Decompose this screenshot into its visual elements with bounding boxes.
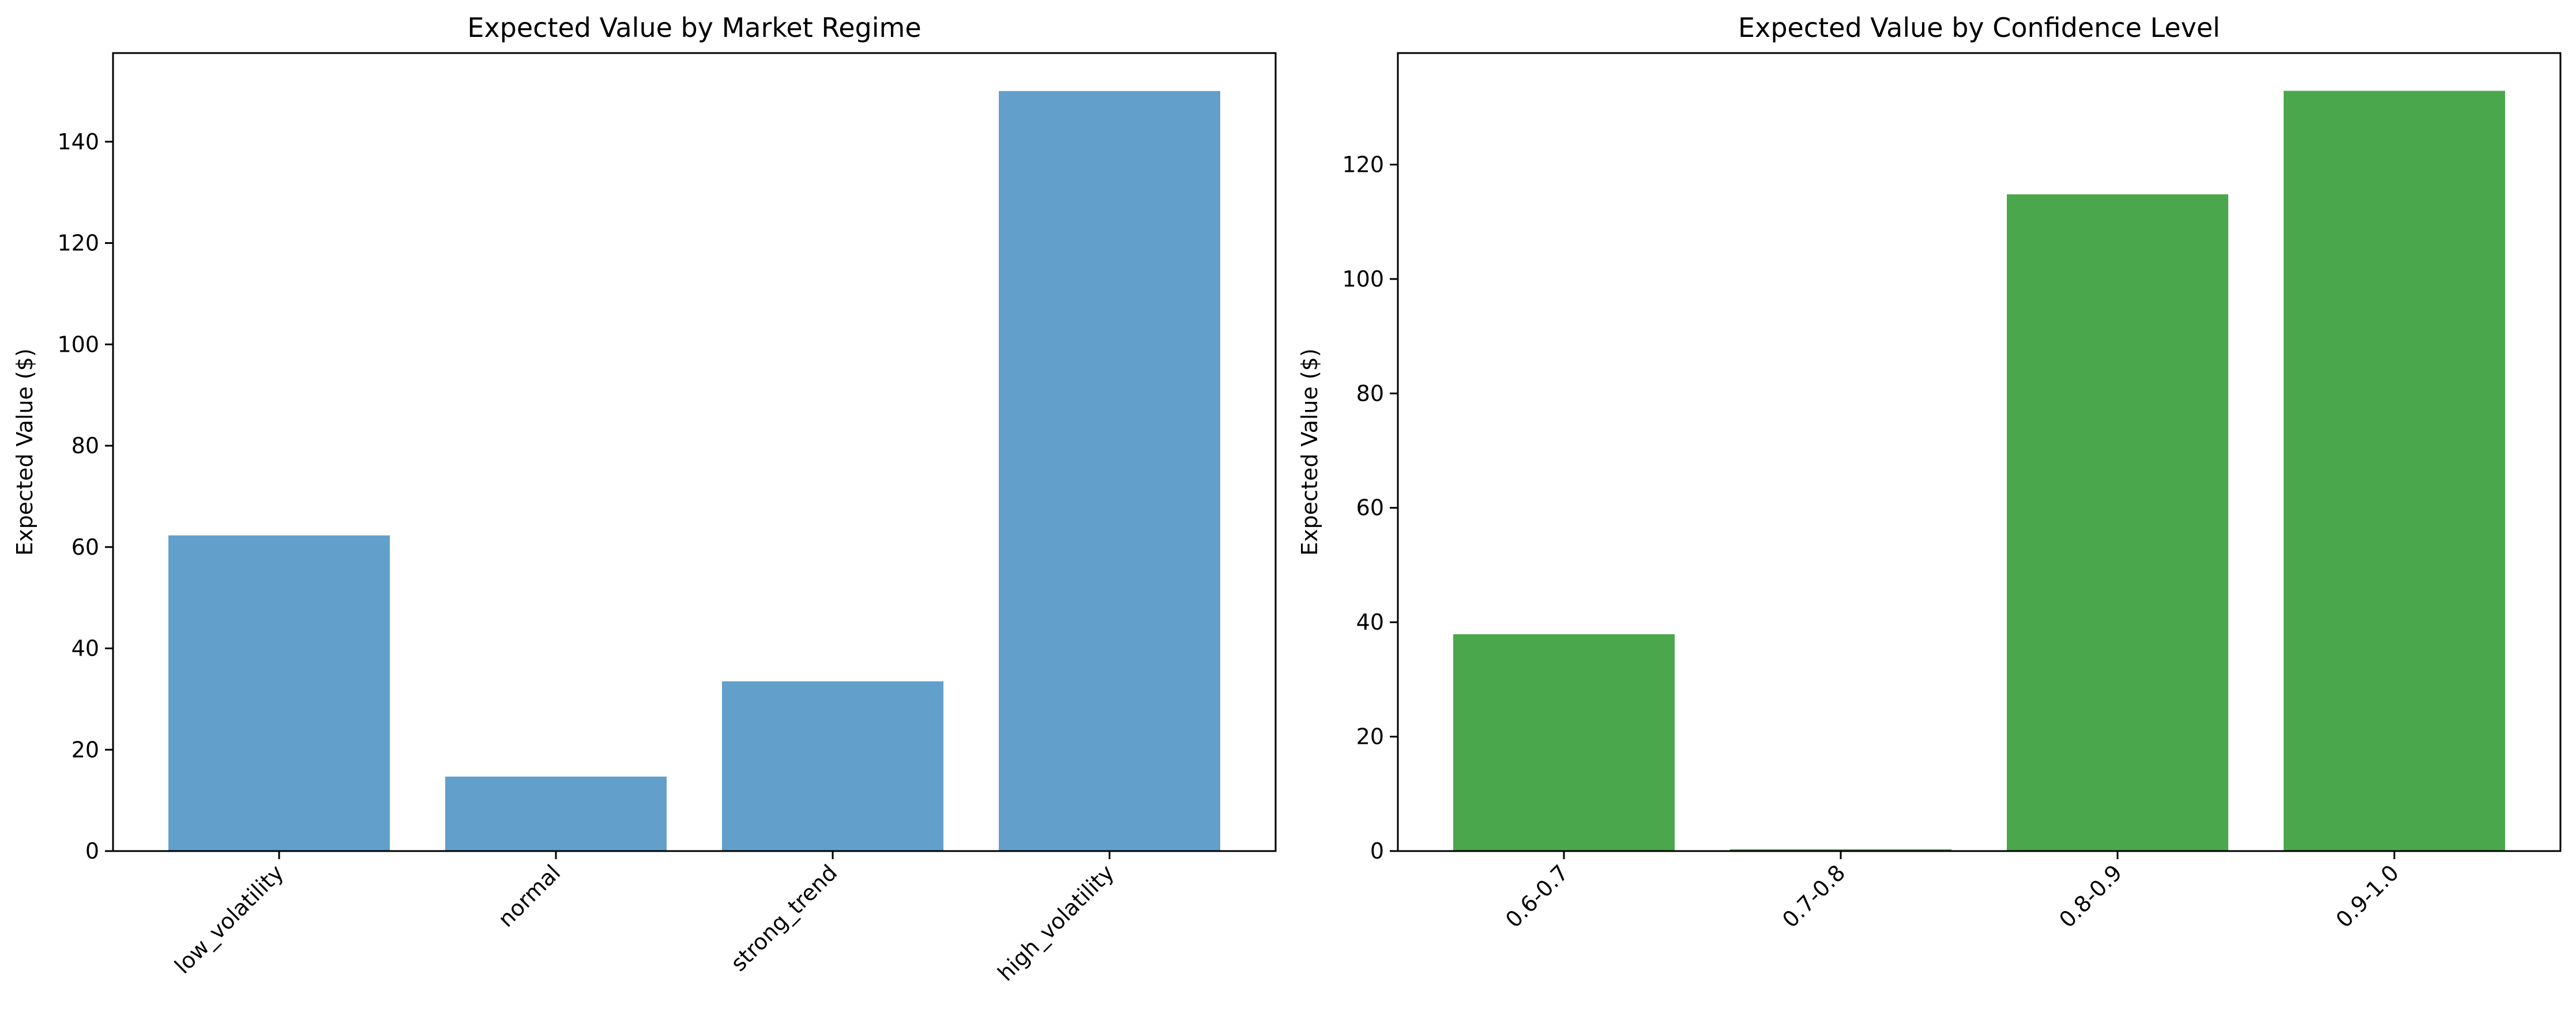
- regime-chart-bar-1: [445, 776, 667, 851]
- confidence-chart-panel: Expected Value by Confidence Level Expec…: [1297, 12, 2562, 933]
- confidence-chart-title: Expected Value by Confidence Level: [1738, 12, 2220, 43]
- regime-chart-bars: [168, 91, 1220, 851]
- regime-chart-ytick-label-2: 40: [72, 636, 99, 661]
- confidence-chart-yticks: 0 20 40 60 80 100 120: [1342, 152, 1398, 864]
- confidence-chart-ytick-label-3: 60: [1356, 495, 1384, 521]
- regime-chart-bar-3: [999, 91, 1220, 851]
- confidence-chart-xtick-label-3: 0.9-1.0: [2331, 860, 2404, 932]
- regime-chart-yticks: 0 20 40 60 80 100 120 140: [57, 129, 113, 864]
- regime-chart-ytick-label-5: 100: [57, 332, 99, 357]
- confidence-chart-bar-0: [1453, 634, 1675, 851]
- regime-chart-bar-2: [722, 681, 943, 851]
- regime-chart-ytick-label-3: 60: [72, 535, 99, 560]
- regime-chart-xtick-label-1: normal: [493, 860, 565, 932]
- confidence-chart-xtick-label-1: 0.7-0.8: [1777, 860, 1850, 932]
- regime-chart-frame: [112, 52, 1277, 852]
- regime-chart-ytick-label-7: 140: [57, 129, 99, 155]
- confidence-chart-ylabel: Expected Value ($): [1297, 348, 1322, 556]
- confidence-chart-xtick-label-0: 0.6-0.7: [1501, 860, 1573, 932]
- confidence-chart-bar-2: [2007, 194, 2228, 851]
- regime-chart-panel: Expected Value by Market Regime Expected…: [12, 12, 1277, 986]
- confidence-chart-bars: [1453, 91, 2505, 851]
- confidence-chart-bar-3: [2284, 91, 2505, 851]
- confidence-chart-ytick-label-6: 120: [1342, 152, 1384, 177]
- confidence-chart-ytick-label-1: 20: [1356, 724, 1384, 750]
- regime-chart-title: Expected Value by Market Regime: [467, 12, 921, 43]
- confidence-chart-frame: [1397, 52, 2562, 852]
- regime-chart-xticks: low_volatility normal strong_trend high_vol…: [170, 851, 1119, 986]
- regime-chart-ytick-label-0: 0: [85, 838, 99, 864]
- confidence-chart-xtick-label-2: 0.8-0.9: [2054, 860, 2127, 932]
- regime-chart-xtick-label-0: low_volatility: [170, 860, 288, 978]
- confidence-chart-xticks: 0.6-0.7 0.7-0.8 0.8-0.9 0.9-1.0: [1501, 851, 2404, 933]
- confidence-chart-ytick-label-4: 80: [1356, 381, 1384, 406]
- regime-chart-xtick-label-2: strong_trend: [726, 860, 843, 976]
- regime-chart-ylabel: Expected Value ($): [12, 348, 37, 556]
- regime-chart-bar-0: [168, 535, 390, 851]
- regime-chart-xtick-label-3: high_volatility: [993, 860, 1119, 986]
- regime-chart-ytick-label-4: 80: [72, 433, 99, 458]
- regime-chart-ytick-label-6: 120: [57, 231, 99, 256]
- confidence-chart-ytick-label-2: 40: [1356, 609, 1384, 635]
- regime-chart-ytick-label-1: 20: [72, 737, 99, 762]
- confidence-chart-ytick-label-5: 100: [1342, 266, 1384, 292]
- confidence-chart-ytick-label-0: 0: [1370, 838, 1384, 864]
